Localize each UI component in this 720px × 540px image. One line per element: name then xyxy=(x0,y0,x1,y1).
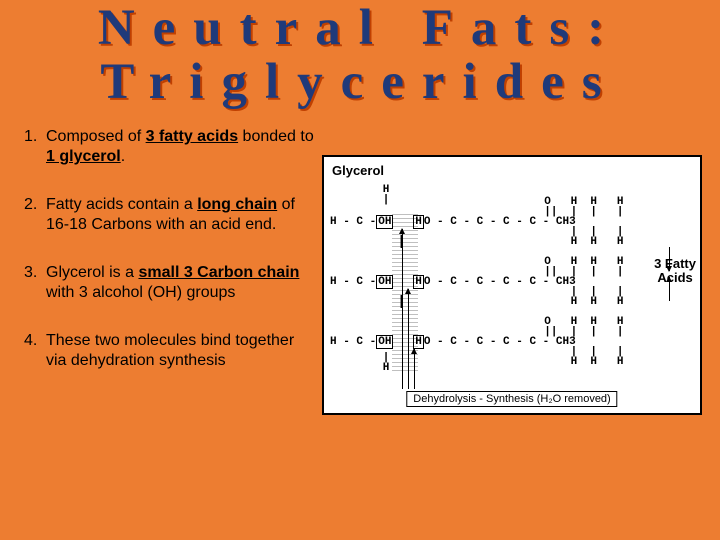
item-number: 3. xyxy=(24,263,46,303)
arrow-up-icon xyxy=(408,289,409,389)
item-text: Glycerol is a small 3 Carbon chain with … xyxy=(46,263,314,303)
chem-text: H H H xyxy=(432,237,623,248)
arrow-up-icon xyxy=(402,229,403,389)
fatty-acids-label: 3 Fatty Acids xyxy=(654,257,696,286)
item-number: 2. xyxy=(24,195,46,235)
arrow-down-icon xyxy=(669,247,670,271)
item-text: Composed of 3 fatty acids bonded to 1 gl… xyxy=(46,127,314,167)
arrow-up-icon xyxy=(669,277,670,301)
item-text: Fatty acids contain a long chain of 16-1… xyxy=(46,195,314,235)
glycerol-label: Glycerol xyxy=(332,163,384,178)
bond-bar: | xyxy=(330,295,406,309)
title-block: Neutral Fats: Triglycerides xyxy=(0,0,720,109)
chem-text: | xyxy=(330,195,389,206)
chem-text: H H H xyxy=(432,357,623,368)
chem-text: H xyxy=(330,363,389,374)
list-item: 2. Fatty acids contain a long chain of 1… xyxy=(24,195,314,235)
item-number: 4. xyxy=(24,331,46,371)
list-item: 3. Glycerol is a small 3 Carbon chain wi… xyxy=(24,263,314,303)
molecule-diagram: Glycerol 3 Fatty Acids H | O H H H || | … xyxy=(322,155,702,415)
list-item: 1. Composed of 3 fatty acids bonded to 1… xyxy=(24,127,314,167)
title-line-2: Triglycerides xyxy=(0,56,720,110)
item-number: 1. xyxy=(24,127,46,167)
chem-text: H H H xyxy=(432,297,623,308)
diagram-caption: Dehydrolysis - Synthesis (H₂O removed) xyxy=(406,391,617,407)
item-text: These two molecules bind together via de… xyxy=(46,331,314,371)
list-item: 4. These two molecules bind together via… xyxy=(24,331,314,371)
bond-bar: | xyxy=(330,235,406,249)
content-row: 1. Composed of 3 fatty acids bonded to 1… xyxy=(0,127,720,415)
arrow-up-icon xyxy=(414,349,415,389)
title-line-1: Neutral Fats: xyxy=(0,2,720,56)
bullet-list: 1. Composed of 3 fatty acids bonded to 1… xyxy=(24,127,314,415)
